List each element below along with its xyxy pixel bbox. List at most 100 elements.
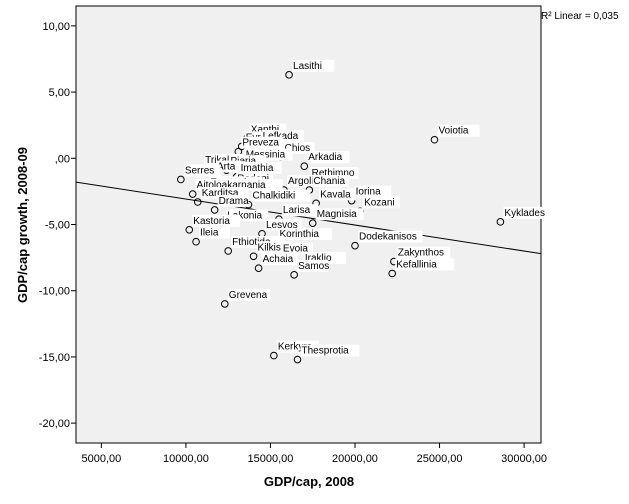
- point-marker: [308, 219, 317, 227]
- point-marker: [430, 135, 439, 144]
- point-marker: [224, 247, 232, 255]
- point-label: Karditsa: [202, 188, 239, 199]
- point-label-bg: [315, 208, 364, 221]
- data-point-kefallinia: Kefallinia: [388, 258, 455, 278]
- point-marker: [300, 162, 309, 171]
- data-point-dodekanisos: Dodekanisos: [351, 230, 423, 250]
- x-tick-label: 15000,00: [248, 453, 294, 465]
- point-marker: [351, 241, 359, 250]
- point-label: Lakonia: [227, 211, 262, 222]
- point-label: Dodekanisos: [359, 232, 417, 243]
- point-label-bg: [396, 246, 451, 259]
- point-label: Samos: [298, 261, 329, 272]
- point-marker: [177, 175, 185, 184]
- data-points: LasithiVoiotiaXanthiEvrosLefkadaPrevezaC…: [177, 59, 552, 364]
- point-marker: [193, 198, 202, 206]
- point-label-bg: [319, 188, 356, 201]
- point-label-bg: [281, 242, 313, 255]
- plot-area: [75, 5, 542, 444]
- point-label-bg: [217, 194, 249, 207]
- point-label-bg: [281, 204, 319, 217]
- data-point-drama: Drama: [210, 194, 249, 214]
- point-label: Chalkidiki: [252, 191, 295, 202]
- point-label: Iorina: [356, 187, 381, 198]
- point-label-bg: [395, 258, 455, 271]
- point-label: Voiotia: [438, 126, 468, 137]
- point-marker: [210, 206, 219, 214]
- point-marker: [249, 252, 258, 261]
- fit-line: [75, 181, 542, 255]
- y-tick-label: -20,00: [39, 418, 70, 430]
- point-marker: [192, 237, 200, 246]
- data-point-kyklades: Kyklades: [496, 206, 552, 226]
- point-label-bg: [227, 288, 270, 301]
- point-label: Kyklades: [504, 208, 545, 219]
- point-marker: [293, 355, 302, 364]
- point-label: Arta: [217, 162, 236, 173]
- x-tick-label: 20000,00: [332, 453, 378, 465]
- point-label-bg: [183, 164, 221, 177]
- point-marker: [388, 269, 397, 278]
- data-point-lasithi: Lasithi: [285, 59, 335, 79]
- point-label-bg: [312, 175, 349, 188]
- point-label: Chania: [313, 176, 345, 187]
- point-label: Chios: [285, 143, 311, 154]
- point-label: Kefallinia: [396, 259, 437, 270]
- point-label-bg: [354, 185, 392, 198]
- point-label: Lasithi: [293, 61, 322, 72]
- point-label-bg: [358, 230, 423, 243]
- point-label: Kozani: [364, 197, 395, 208]
- y-tick-label: -5,00: [45, 220, 70, 232]
- point-label: Thesprotia: [302, 346, 350, 357]
- point-label: Imathia: [241, 163, 274, 174]
- point-label: Lefkada: [263, 131, 299, 142]
- point-label: Kastoria: [193, 216, 230, 227]
- point-marker: [185, 225, 194, 234]
- data-point-voiotia: Voiotia: [430, 124, 480, 144]
- point-label: Iraklio: [305, 253, 332, 264]
- point-label-bg: [503, 206, 552, 219]
- point-marker: [188, 190, 197, 198]
- data-point-kastoria: Kastoria: [185, 214, 241, 234]
- point-label-bg: [192, 214, 241, 227]
- point-label: Korinthia: [280, 229, 320, 240]
- point-label: Preveza: [242, 138, 279, 149]
- point-marker: [221, 300, 229, 308]
- point-label: Zakynthos: [398, 248, 444, 259]
- point-label-bg: [215, 160, 242, 173]
- point-label-bg: [251, 189, 311, 202]
- point-label-bg: [297, 259, 329, 272]
- fit-line-label: R² Linear = 0,035: [541, 11, 619, 22]
- data-point-arkadia: Arkadia: [300, 151, 350, 171]
- data-point-samos: Samos: [290, 259, 329, 279]
- x-tick-label: 5000,00: [81, 453, 121, 465]
- point-label-bg: [199, 226, 231, 239]
- x-tick-label: 30000,00: [501, 453, 547, 465]
- y-tick-label: ,00: [55, 153, 70, 165]
- y-tick-label: 10,00: [42, 21, 70, 33]
- point-marker: [290, 271, 298, 279]
- axis-ticks: 5000,00 10000,00 15000,00 20000,00 25000,00 3…: [39, 21, 547, 465]
- point-label-bg: [241, 136, 284, 149]
- point-label: Aitoloakarnania: [197, 180, 266, 191]
- point-label: Achaia: [263, 254, 294, 265]
- x-axis-title: GDP/cap, 2008: [264, 474, 354, 489]
- data-point-achaia: Achaia: [254, 253, 299, 273]
- y-tick-label: 5,00: [49, 87, 70, 99]
- y-axis-title: GDP/cap growth, 2008-09: [15, 147, 30, 303]
- point-label: Kerkyra: [278, 342, 313, 353]
- y-tick-label: -10,00: [39, 286, 70, 298]
- point-label: Trikala: [205, 155, 235, 166]
- point-label: Drama: [219, 196, 249, 207]
- data-point-ileia: Ileia: [192, 226, 231, 246]
- point-label: Serres: [185, 165, 214, 176]
- point-label: Larisa: [283, 205, 311, 216]
- point-marker: [285, 71, 293, 79]
- point-label: Grevena: [229, 290, 268, 301]
- point-marker: [270, 351, 278, 360]
- point-label: Fthiotida: [232, 237, 271, 248]
- point-label: Xanthi: [251, 124, 279, 135]
- point-label-bg: [278, 228, 332, 241]
- point-label-bg: [363, 196, 400, 209]
